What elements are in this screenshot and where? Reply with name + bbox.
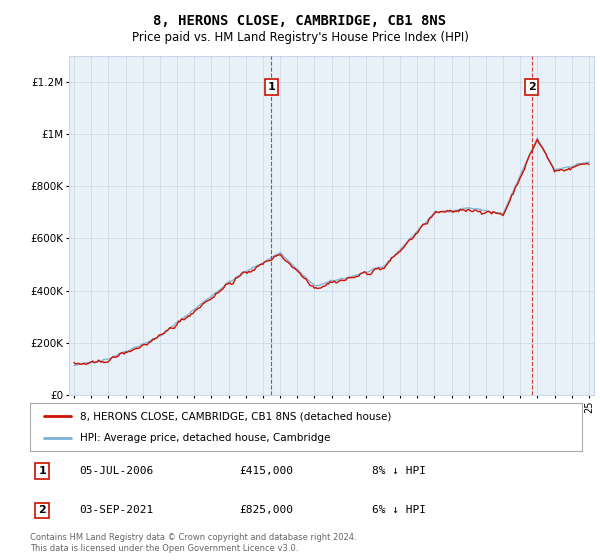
Text: 2: 2: [38, 505, 46, 515]
Text: 05-JUL-2006: 05-JUL-2006: [80, 466, 154, 476]
Text: Contains HM Land Registry data © Crown copyright and database right 2024.
This d: Contains HM Land Registry data © Crown c…: [30, 533, 356, 553]
Text: 03-SEP-2021: 03-SEP-2021: [80, 505, 154, 515]
Text: 1: 1: [38, 466, 46, 476]
Text: 6% ↓ HPI: 6% ↓ HPI: [372, 505, 426, 515]
Text: 8, HERONS CLOSE, CAMBRIDGE, CB1 8NS (detached house): 8, HERONS CLOSE, CAMBRIDGE, CB1 8NS (det…: [80, 411, 391, 421]
Text: Price paid vs. HM Land Registry's House Price Index (HPI): Price paid vs. HM Land Registry's House …: [131, 31, 469, 44]
Text: £825,000: £825,000: [240, 505, 294, 515]
Text: HPI: Average price, detached house, Cambridge: HPI: Average price, detached house, Camb…: [80, 433, 330, 443]
Text: 2: 2: [528, 82, 536, 92]
Text: £415,000: £415,000: [240, 466, 294, 476]
Text: 8, HERONS CLOSE, CAMBRIDGE, CB1 8NS: 8, HERONS CLOSE, CAMBRIDGE, CB1 8NS: [154, 14, 446, 28]
Text: 8% ↓ HPI: 8% ↓ HPI: [372, 466, 426, 476]
Text: 1: 1: [268, 82, 275, 92]
